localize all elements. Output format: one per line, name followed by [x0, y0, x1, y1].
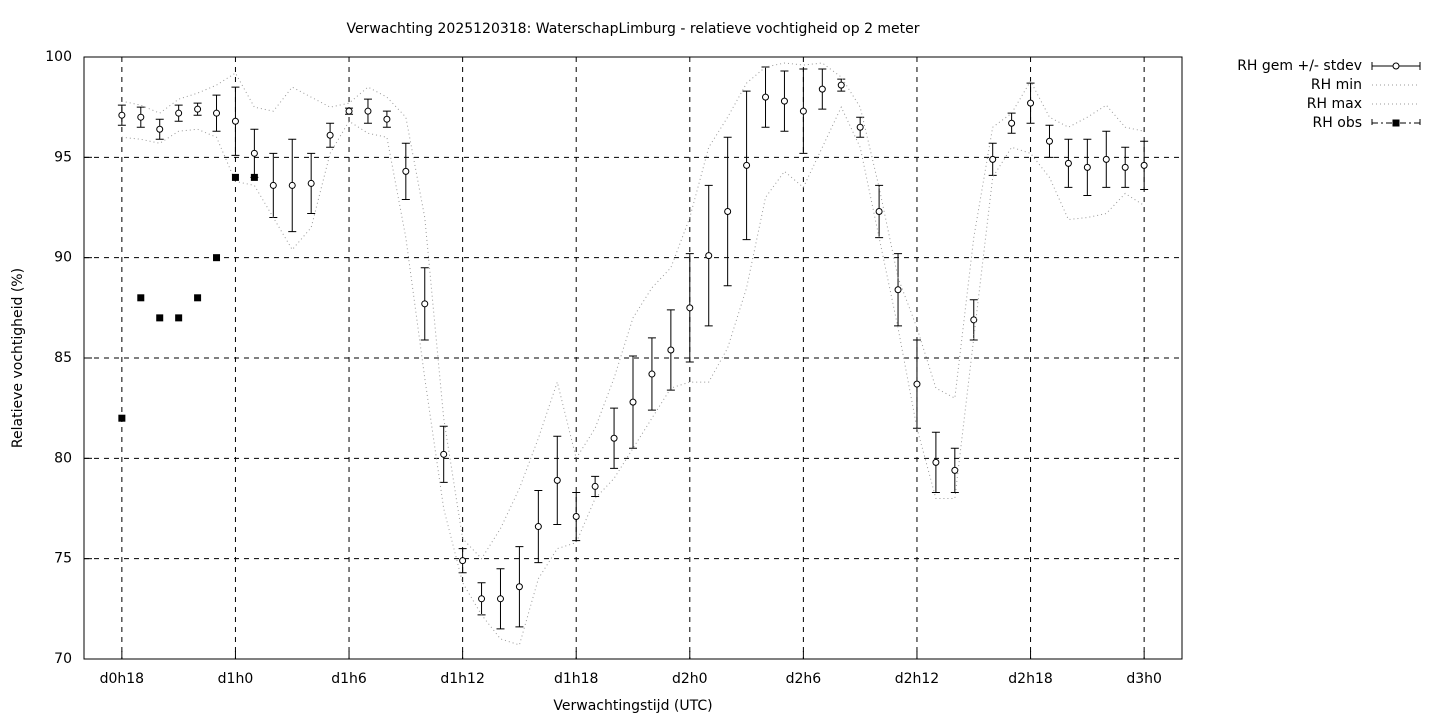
obs-point — [137, 294, 145, 302]
mean-point — [156, 125, 164, 133]
x-tick-label: d1h18 — [554, 671, 598, 687]
mean-point — [345, 107, 353, 115]
mean-point — [875, 208, 883, 216]
mean-point — [1140, 161, 1148, 169]
mean-point — [213, 109, 221, 117]
mean-point — [1027, 99, 1035, 107]
mean-point — [591, 482, 599, 490]
mean-point — [1102, 155, 1110, 163]
mean-point — [743, 161, 751, 169]
mean-point — [951, 466, 959, 474]
mean-point — [724, 208, 732, 216]
mean-point — [1045, 137, 1053, 145]
mean-point — [856, 123, 864, 131]
x-tick-label: d1h6 — [331, 671, 367, 687]
mean-point — [175, 109, 183, 117]
mean-point — [913, 380, 921, 388]
mean-point — [629, 398, 637, 406]
mean-point — [610, 434, 618, 442]
mean-point — [572, 513, 580, 521]
y-tick-label: 90 — [54, 250, 72, 266]
mean-point — [383, 115, 391, 123]
mean-point — [534, 523, 542, 531]
obs-point — [175, 314, 183, 322]
x-tick-label: d1h12 — [440, 671, 484, 687]
mean-point — [667, 346, 675, 354]
mean-point — [307, 179, 315, 187]
mean-point — [989, 155, 997, 163]
mean-point — [440, 450, 448, 458]
mean-point — [231, 117, 239, 125]
mean-point — [553, 476, 561, 484]
legend-label: RH gem +/- stdev — [1237, 58, 1362, 74]
legend-label: RH obs — [1313, 115, 1362, 131]
plot-frame — [83, 56, 1183, 660]
mean-point — [1083, 163, 1091, 171]
x-axis-label: Verwachtingstijd (UTC) — [553, 698, 712, 714]
mean-point — [818, 85, 826, 93]
x-tick-label: d2h18 — [1008, 671, 1052, 687]
x-tick-label: d3h0 — [1126, 671, 1162, 687]
obs-point — [250, 173, 258, 181]
mean-point — [137, 113, 145, 121]
mean-point — [686, 304, 694, 312]
mean-point — [762, 93, 770, 101]
obs-point — [156, 314, 164, 322]
legend-label: RH max — [1307, 96, 1362, 112]
mean-point — [326, 131, 334, 139]
mean-point — [402, 167, 410, 175]
y-tick-label: 80 — [54, 450, 72, 466]
mean-point — [705, 252, 713, 260]
x-tick-label: d0h18 — [100, 671, 144, 687]
mean-point — [250, 149, 258, 157]
y-tick-label: 70 — [54, 651, 72, 667]
mean-point — [1008, 119, 1016, 127]
mean-point — [421, 300, 429, 308]
obs-point — [118, 414, 126, 422]
mean-point — [970, 316, 978, 324]
y-axis-label: Relatieve vochtigheid (%) — [10, 268, 26, 448]
mean-point — [1064, 159, 1072, 167]
mean-point — [894, 286, 902, 294]
y-tick-label: 95 — [54, 149, 72, 165]
mean-point — [837, 81, 845, 89]
mean-point — [515, 583, 523, 591]
legend-sample — [1392, 62, 1400, 70]
mean-point — [1121, 163, 1129, 171]
y-tick-label: 85 — [54, 350, 72, 366]
x-tick-label: d2h6 — [786, 671, 822, 687]
mean-point — [459, 557, 467, 565]
x-tick-label: d1h0 — [218, 671, 254, 687]
chart-title: Verwachting 2025120318: WaterschapLimbur… — [346, 21, 919, 37]
mean-point — [799, 107, 807, 115]
x-tick-label: d2h12 — [895, 671, 939, 687]
mean-point — [364, 107, 372, 115]
x-tick-label: d2h0 — [672, 671, 708, 687]
mean-point — [780, 97, 788, 105]
mean-point — [118, 111, 126, 119]
mean-point — [932, 458, 940, 466]
mean-point — [288, 181, 296, 189]
range-line — [121, 62, 1145, 560]
mean-point — [478, 595, 486, 603]
mean-point — [194, 105, 202, 113]
obs-point — [213, 254, 221, 262]
legend-label: RH min — [1311, 77, 1362, 93]
legend-sample — [1392, 119, 1400, 127]
mean-point — [496, 595, 504, 603]
mean-point — [269, 181, 277, 189]
y-tick-label: 100 — [45, 49, 72, 65]
obs-point — [231, 173, 239, 181]
obs-point — [194, 294, 202, 302]
y-tick-label: 75 — [54, 551, 72, 567]
mean-point — [648, 370, 656, 378]
